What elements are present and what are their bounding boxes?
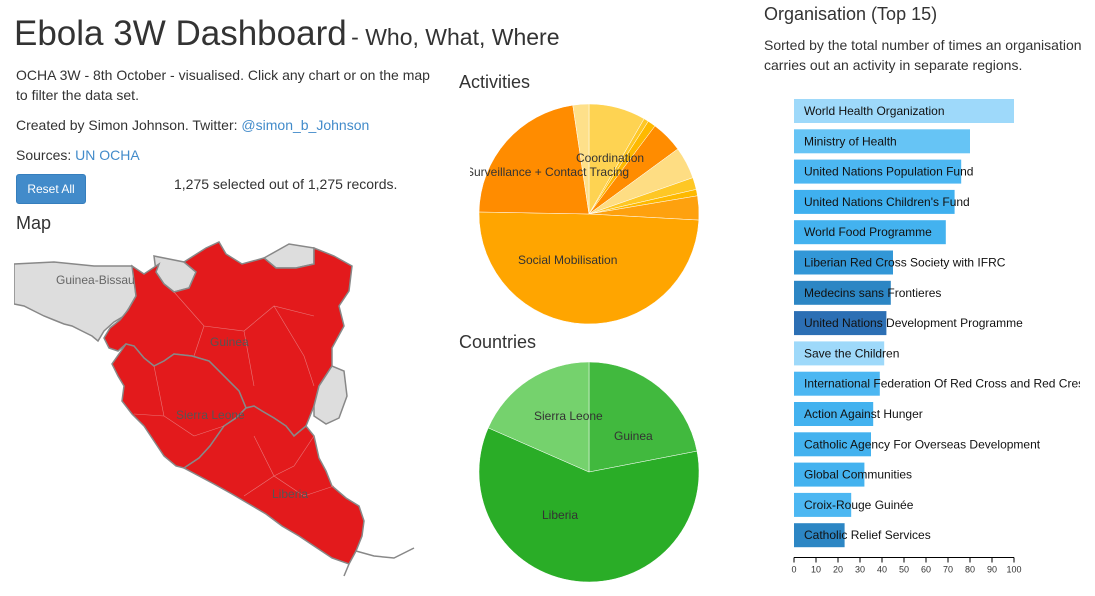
twitter-link[interactable]: @simon_b_Johnson	[241, 117, 370, 133]
org-bar-label-3: United Nations Children's Fund	[804, 195, 970, 209]
org-bar-label-11: Catholic Agency For Overseas Development	[804, 437, 1041, 451]
org-bar-9[interactable]	[794, 371, 880, 396]
activities-label-surveillance: Surveillance + Contact Tracing	[470, 165, 629, 179]
countries-title: Countries	[459, 332, 537, 352]
org-bar-label-9: International Federation Of Red Cross an…	[804, 377, 1080, 391]
map-outer-line	[343, 547, 415, 577]
map-title: Map	[16, 213, 52, 233]
org-bar-label-4: World Food Programme	[804, 225, 932, 239]
org-bar-label-12: Global Communities	[804, 468, 912, 482]
org-bar-14[interactable]	[794, 523, 845, 548]
org-bar-4[interactable]	[794, 220, 946, 245]
org-bar-label-1: Ministry of Health	[804, 134, 897, 148]
org-axis-tick-label-4: 40	[877, 565, 887, 575]
map-label-guinea-bissau: Guinea-Bissau	[56, 273, 135, 287]
org-bar-1[interactable]	[794, 129, 970, 154]
created-by: Created by Simon Johnson. Twitter: @simo…	[16, 115, 369, 135]
org-axis-tick-label-6: 60	[921, 565, 931, 575]
countries-slice-1[interactable]	[478, 427, 700, 583]
map-chart[interactable]: Guinea-Bissau Guinea Sierra Leone Liberi…	[14, 236, 444, 581]
map-region-liberia[interactable]	[182, 405, 365, 565]
org-bar-label-5: Liberian Red Cross Society with IFRC	[804, 256, 1006, 270]
created-by-text: Created by Simon Johnson. Twitter:	[16, 117, 242, 133]
org-axis-tick-label-3: 30	[855, 565, 865, 575]
organisation-bar-chart[interactable]: World Health Organization Ministry of Hea…	[780, 92, 1080, 582]
records-count: 1,275 selected out of 1,275 records.	[174, 176, 398, 192]
org-bar-8[interactable]	[794, 341, 885, 366]
org-bar-label-8: Save the Children	[804, 346, 899, 360]
page-subtitle: - Who, What, Where	[351, 24, 560, 50]
countries-label-liberia: Liberia	[542, 508, 578, 522]
organisation-title: Organisation (Top 15)	[764, 4, 938, 24]
org-bar-6[interactable]	[794, 280, 891, 305]
page-title-row: Ebola 3W Dashboard - Who, What, Where	[14, 14, 559, 54]
org-bar-label-2: United Nations Population Fund	[804, 165, 973, 179]
map-label-liberia: Liberia	[272, 487, 308, 501]
activities-title: Activities	[459, 72, 531, 92]
org-axis-tick-label-10: 100	[1006, 565, 1021, 575]
org-bar-label-7: United Nations Development Programme	[804, 316, 1023, 330]
org-axis-tick-label-8: 80	[965, 565, 975, 575]
sources-link[interactable]: UN OCHA	[75, 147, 140, 163]
org-axis-tick-label-2: 20	[833, 565, 843, 575]
activities-pie-chart[interactable]: Coordination Surveillance + Contact Trac…	[470, 95, 710, 335]
org-bar-label-6: Medecins sans Frontieres	[804, 286, 941, 300]
org-bar-3[interactable]	[794, 189, 955, 214]
activities-label-social-mobilisation: Social Mobilisation	[518, 253, 617, 267]
org-bar-label-14: Catholic Relief Services	[804, 528, 931, 542]
org-bar-7[interactable]	[794, 311, 887, 336]
org-bar-13[interactable]	[794, 492, 852, 517]
activities-slice-9[interactable]	[478, 104, 590, 215]
org-bar-label-10: Action Against Hunger	[804, 407, 923, 421]
countries-label-guinea: Guinea	[614, 429, 653, 443]
countries-slice-0[interactable]	[588, 361, 698, 473]
intro-description: OCHA 3W - 8th October - visualised. Clic…	[16, 67, 430, 103]
activities-slice-8[interactable]	[478, 211, 700, 325]
org-bar-label-13: Croix-Rouge Guinée	[804, 498, 914, 512]
org-bar-0[interactable]	[794, 99, 1014, 123]
reset-all-button[interactable]: Reset All	[16, 174, 86, 204]
map-label-guinea: Guinea	[210, 335, 249, 349]
activities-slice-10[interactable]	[572, 103, 590, 215]
map-region-grey-east[interactable]	[313, 365, 348, 425]
org-bar-2[interactable]	[794, 159, 962, 184]
org-bar-10[interactable]	[794, 402, 874, 426]
org-axis-tick-label-0: 0	[791, 565, 796, 575]
org-axis-tick-label-9: 90	[987, 565, 997, 575]
org-bar-11[interactable]	[794, 432, 871, 457]
page-title: Ebola 3W Dashboard	[14, 14, 347, 53]
map-internal-borders	[133, 291, 335, 497]
countries-slice-2[interactable]	[487, 361, 590, 473]
map-label-sierra-leone: Sierra Leone	[176, 408, 245, 422]
org-bar-label-0: World Health Organization	[804, 104, 945, 118]
countries-pie-chart[interactable]: Sierra Leone Guinea Liberia	[470, 353, 710, 593]
sources: Sources: UN OCHA	[16, 145, 140, 165]
sources-text: Sources:	[16, 147, 76, 163]
countries-label-sierra-leone: Sierra Leone	[534, 409, 603, 423]
org-axis-tick-label-7: 70	[943, 565, 953, 575]
org-axis-tick-label-5: 50	[899, 565, 909, 575]
org-bar-12[interactable]	[794, 462, 865, 487]
organisation-description: Sorted by the total number of times an o…	[764, 37, 1082, 73]
org-bar-5[interactable]	[794, 250, 893, 275]
org-axis-tick-label-1: 10	[811, 565, 821, 575]
activities-label-coordination: Coordination	[576, 151, 644, 165]
